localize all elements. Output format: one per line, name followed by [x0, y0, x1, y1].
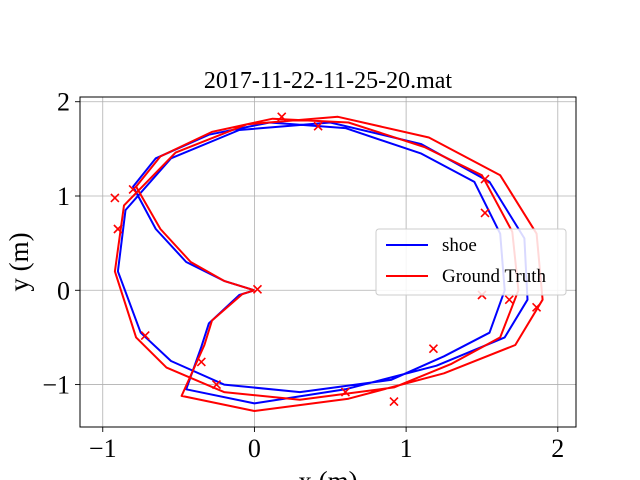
y-axis-label: y (m)	[4, 232, 34, 291]
y-tick-label: 2	[57, 88, 70, 117]
legend-label: Ground Truth	[442, 266, 546, 287]
x-tick-label: 2	[551, 434, 564, 463]
x-tick-label: −1	[89, 434, 117, 463]
x-marker	[277, 112, 287, 122]
x-tick-label: 0	[248, 434, 261, 463]
y-axis-ticks: −1 0 1 2	[42, 88, 80, 400]
x-tick-label: 1	[400, 434, 413, 463]
x-marker	[480, 208, 490, 218]
plot-frame	[79, 96, 577, 428]
legend: shoe Ground Truth	[375, 228, 567, 296]
x-marker	[504, 295, 514, 305]
y-tick-label: 0	[57, 276, 70, 305]
x-axis-label: x (m)	[298, 466, 357, 480]
x-marker	[128, 184, 138, 194]
x-axis-ticks: −1 0 1 2	[89, 427, 564, 463]
x-marker	[428, 344, 438, 354]
x-marker	[480, 174, 490, 184]
x-marker	[252, 284, 263, 294]
markers	[110, 112, 542, 407]
x-marker	[113, 224, 123, 234]
x-marker	[531, 302, 542, 312]
series-lines	[113, 115, 544, 412]
series-line-shoe	[116, 121, 529, 405]
x-marker	[389, 396, 399, 407]
x-marker	[140, 330, 150, 341]
x-marker	[340, 387, 351, 397]
x-marker	[110, 193, 120, 203]
y-tick-label: −1	[42, 371, 70, 400]
x-marker	[211, 380, 222, 390]
legend-label: shoe	[442, 235, 477, 256]
y-tick-label: 1	[57, 182, 70, 211]
x-marker	[313, 121, 323, 131]
chart-title: 2017-11-22-11-25-20.mat	[204, 68, 453, 94]
series-line-ground-truth	[113, 115, 544, 412]
x-marker	[196, 357, 206, 367]
